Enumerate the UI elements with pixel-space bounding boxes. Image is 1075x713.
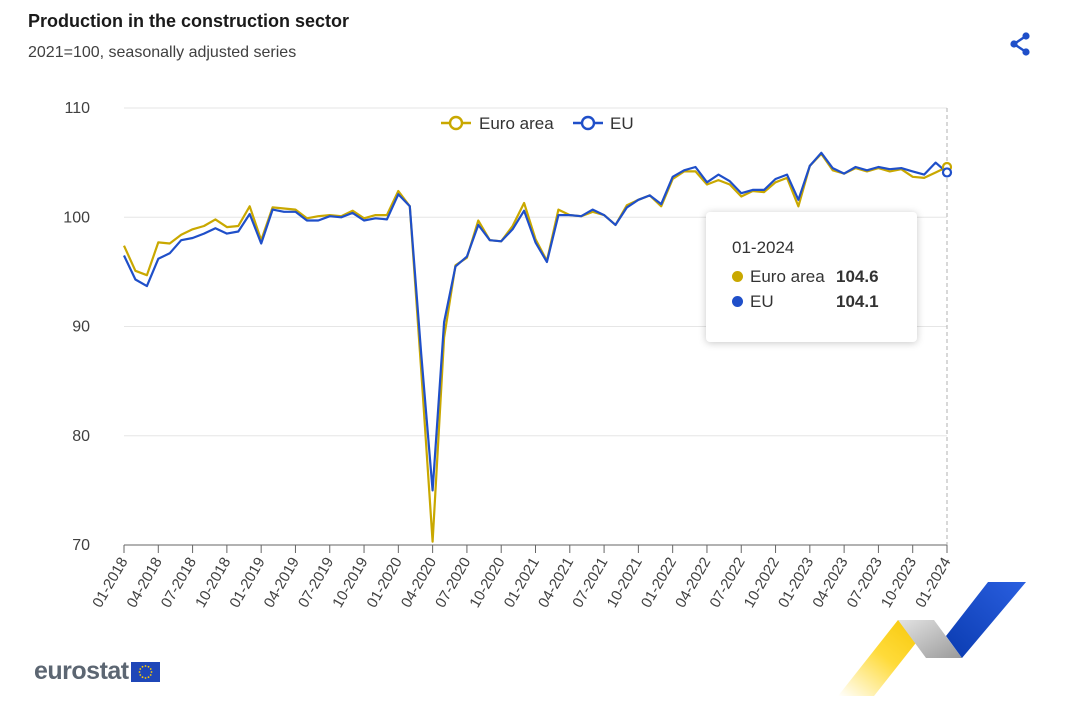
brand-ribbon-graphic [838,578,1033,696]
flag-star [147,675,150,678]
x-axis-ticks: 01-201804-201807-201810-201801-201904-20… [89,545,954,611]
flag-star [138,670,141,673]
y-tick-label: 90 [72,319,90,336]
tooltip-series-name: EU [750,291,774,311]
eurostat-logo: eurostat [34,657,160,686]
tooltip-row-eu: EU 104.1 [732,289,917,314]
legend-item-euro-area[interactable]: Euro area [441,114,554,133]
y-tick-label: 80 [72,428,90,445]
chart-subtitle: 2021=100, seasonally adjusted series [28,44,297,61]
y-tick-label: 110 [64,100,90,117]
flag-star [149,667,152,670]
legend-item-eu[interactable]: EU [573,114,634,133]
tooltip-series-value: 104.1 [836,291,879,311]
legend[interactable]: Euro area EU [441,114,634,133]
y-axis-ticks: 70 80 90 100 110 [63,100,90,554]
flag-star [144,664,147,667]
tooltip-series-value: 104.6 [836,266,879,286]
flag-star [141,675,144,678]
flag-star [147,665,150,668]
flag-star [150,670,153,673]
chart-title: Production in the construction sector [28,11,350,31]
hover-markers [941,161,953,178]
legend-marker-eu [580,115,596,131]
series-lines [122,151,948,543]
series-line-eu[interactable] [123,151,948,492]
legend-label-euro-area: Euro area [479,114,554,133]
hover-point-eu[interactable] [941,167,953,178]
eu-dot-icon [732,296,743,307]
legend-marker-euro-area [448,115,464,131]
tooltip-series-name: Euro area [750,266,825,286]
flag-star [149,673,152,676]
flag-star [139,673,141,676]
flag-star [144,676,147,679]
eu-flag-icon [130,661,160,682]
flag-star [139,667,141,670]
y-tick-label: 100 [63,209,90,226]
y-tick-label: 70 [72,537,90,554]
flag-star [141,665,144,668]
legend-label-eu: EU [610,114,634,133]
share-icon[interactable] [1006,30,1034,58]
tooltip-date: 01-2024 [732,238,795,257]
tooltip-row-euro-area: Euro area 104.6 [732,264,917,289]
logo-text: eurostat [34,657,129,685]
chart-tooltip: 01-2024 Euro area 104.6 EU 104.1 [706,212,917,342]
euro-area-dot-icon [732,271,743,282]
